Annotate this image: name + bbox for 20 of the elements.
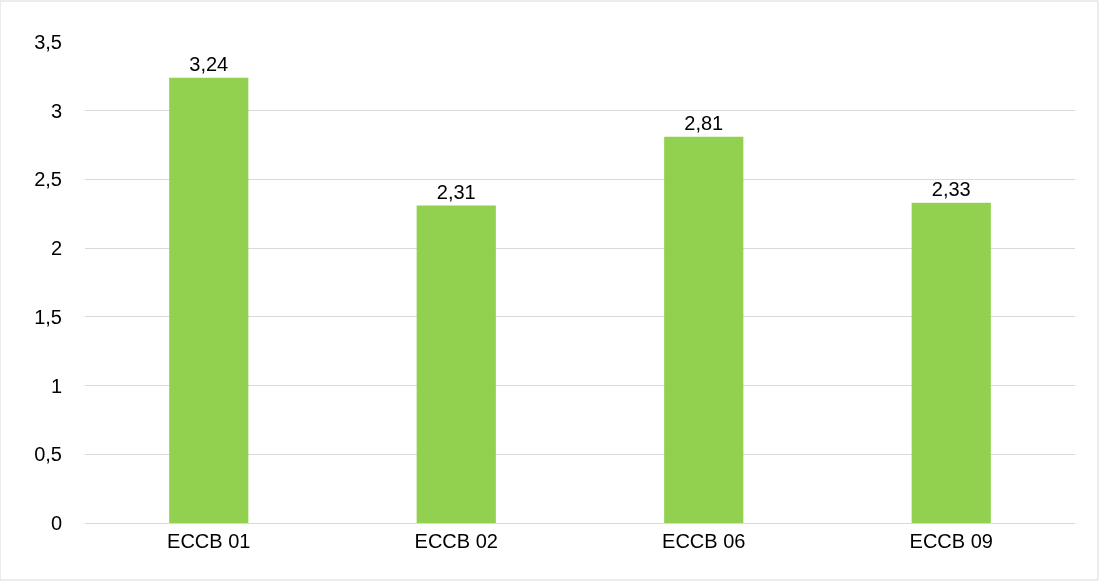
x-tick-label: ECCB 06	[662, 530, 746, 552]
data-label: 2,81	[684, 111, 724, 134]
bar	[169, 77, 249, 523]
y-tick-label: 1,5	[34, 305, 62, 328]
y-tick-label: 3,5	[34, 31, 62, 53]
bar	[911, 202, 991, 523]
x-tick-label: ECCB 09	[909, 530, 993, 552]
y-tick-label: 2	[50, 237, 62, 260]
y-tick-label: 0,5	[34, 443, 62, 466]
y-tick-label: 2,5	[34, 168, 62, 191]
data-label: 2,31	[436, 180, 476, 203]
bar	[416, 205, 496, 523]
y-tick-label: 3	[50, 99, 62, 122]
bar	[664, 136, 744, 523]
y-tick-label: 1	[50, 374, 62, 397]
y-tick-label: 0	[50, 512, 62, 534]
x-tick-label: ECCB 02	[414, 530, 498, 552]
data-label: 2,33	[931, 177, 971, 200]
x-tick-label: ECCB 01	[167, 530, 251, 552]
data-label: 3,24	[189, 52, 229, 75]
